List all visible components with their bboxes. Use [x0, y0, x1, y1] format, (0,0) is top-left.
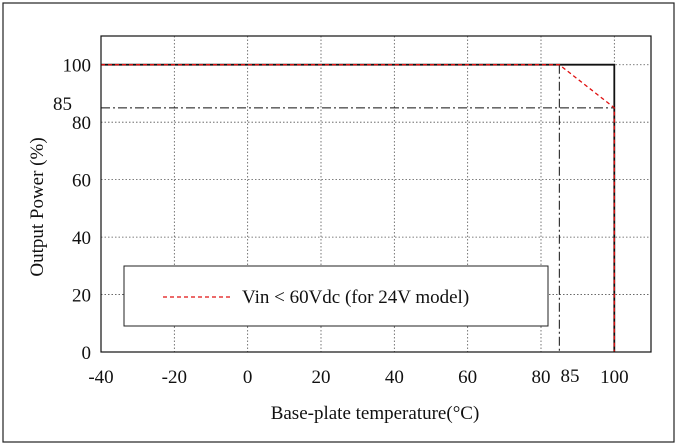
x-tick-labels: -40 -20 0 20 40 60 80 100 [88, 367, 628, 388]
x-tick-label: 40 [385, 367, 404, 388]
series-layer [101, 63, 616, 352]
reference-lines [101, 64, 615, 352]
y-tick-label: 100 [63, 56, 92, 77]
y-tick-label: 40 [72, 228, 91, 249]
x-tick-label: 0 [243, 367, 253, 388]
legend: Vin < 60Vdc (for 24V model) [123, 265, 549, 327]
x85-annotation: 85 [561, 366, 580, 387]
y-axis-title: Output Power (%) [27, 137, 48, 276]
y-tick-label: 20 [72, 286, 91, 307]
plot-area [100, 35, 652, 353]
x-tick-label: 20 [312, 367, 331, 388]
x-axis-title: Base-plate temperature(°C) [271, 403, 480, 424]
y-tick-labels: 0 20 40 60 80 100 [63, 56, 92, 364]
series-line-vin-lt-60vdc [101, 64, 615, 352]
x-tick-label: -20 [162, 367, 187, 388]
y85-annotation: 85 [53, 94, 72, 115]
y-tick-label: 60 [72, 171, 91, 192]
legend-box [123, 265, 549, 327]
y-tick-label: 0 [82, 343, 92, 364]
legend-label: Vin < 60Vdc (for 24V model) [242, 287, 469, 308]
x-tick-label: 100 [600, 367, 629, 388]
y-tick-label: 80 [72, 113, 91, 134]
x-tick-label: -40 [88, 367, 113, 388]
x-tick-label: 60 [458, 367, 477, 388]
x-tick-label: 80 [532, 367, 551, 388]
